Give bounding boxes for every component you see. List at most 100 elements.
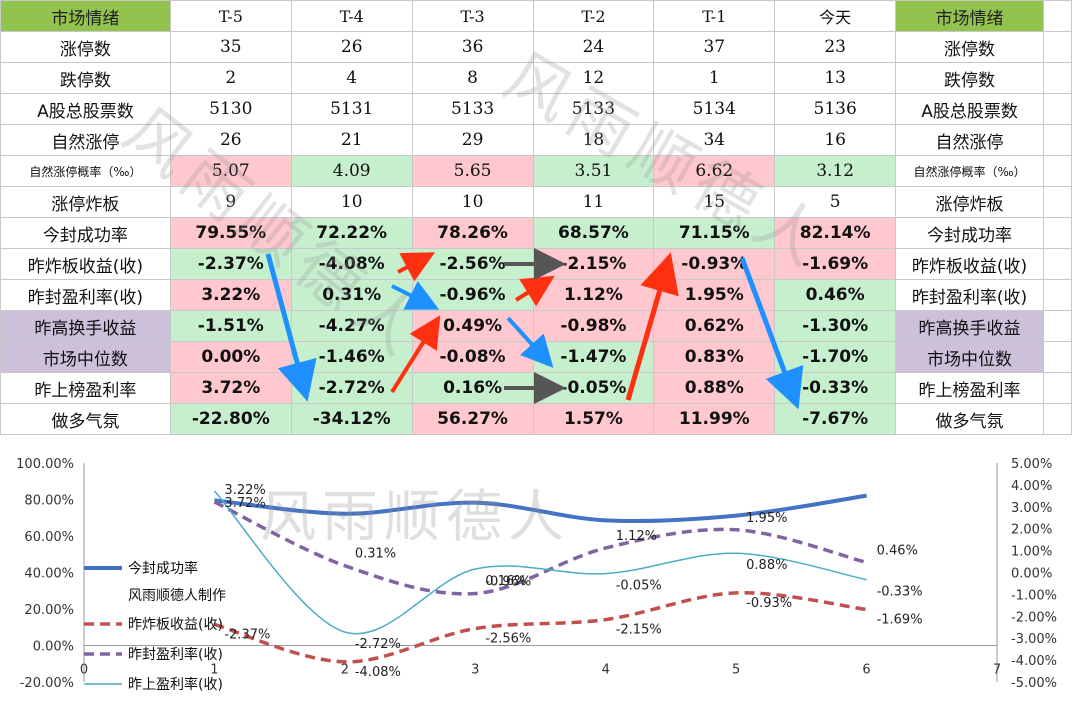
x-tick: 2	[341, 663, 349, 678]
value-cell: 5133	[532, 93, 655, 125]
y-tick-right: 4.00%	[1011, 479, 1052, 494]
data-label: -0.93%	[746, 596, 792, 611]
y-tick-right: 2.00%	[1011, 523, 1052, 538]
value-cell: 1	[653, 62, 776, 94]
y-tick-right: -5.00%	[1011, 676, 1057, 691]
value-cell: -0.05%	[532, 372, 655, 404]
empty-cell	[1042, 93, 1072, 125]
y-tick-left: 20.00%	[24, 603, 74, 618]
y-tick-right: 5.00%	[1011, 457, 1052, 472]
value-cell: 23	[774, 31, 897, 63]
row-label-right: 昨封盈利率(收)	[895, 279, 1044, 311]
empty-cell	[1042, 124, 1072, 156]
empty-cell	[1042, 403, 1072, 435]
row-label-right: 昨高换手收益	[895, 310, 1044, 342]
value-cell: -4.27%	[290, 310, 413, 342]
value-cell: -0.96%	[411, 279, 534, 311]
row-label-right: 做多气氛	[895, 403, 1044, 435]
header-col: T-4	[290, 0, 413, 32]
data-label: 3.22%	[224, 483, 265, 498]
value-cell: -1.46%	[290, 341, 413, 373]
value-cell: 79.55%	[169, 217, 292, 249]
value-cell: 29	[411, 124, 534, 156]
value-cell: 78.26%	[411, 217, 534, 249]
series-line	[213, 591, 867, 664]
value-cell: -0.93%	[653, 248, 776, 280]
value-cell: -1.51%	[169, 310, 292, 342]
row-label-right: 涨停炸板	[895, 186, 1044, 218]
value-cell: 37	[653, 31, 776, 63]
table-row: 昨高换手收益 -1.51% -4.27% 0.49% -0.98% 0.62% -1.30%…	[0, 310, 1072, 342]
value-cell: 12	[532, 62, 655, 94]
legend-label: 昨炸板收益(收)	[128, 617, 223, 633]
y-tick-right: 1.00%	[1011, 545, 1052, 560]
table-row: 自然涨停 26 21 29 18 34 16 自然涨停	[0, 124, 1072, 156]
value-cell: 0.16%	[411, 372, 534, 404]
value-cell: -1.47%	[532, 341, 655, 373]
header-col: T-5	[169, 0, 292, 32]
row-label-right: A股总股票数	[895, 93, 1044, 125]
y-tick-left: 60.00%	[24, 530, 74, 545]
table-row: 涨停数 35 26 36 24 37 23 涨停数	[0, 31, 1072, 63]
x-tick: 5	[732, 663, 740, 678]
value-cell: 26	[290, 31, 413, 63]
value-cell: 11	[532, 186, 655, 218]
legend-label: 今封成功率	[128, 560, 198, 577]
legend-note: 风雨顺德人制作	[128, 588, 226, 604]
value-cell: 0.62%	[653, 310, 776, 342]
value-cell: -22.80%	[169, 403, 292, 435]
data-label: -4.08%	[355, 665, 401, 680]
y-tick-right: 3.00%	[1011, 501, 1052, 516]
watermark: 风雨顺德人	[260, 485, 570, 550]
row-label-right: 自然涨停概率（‰）	[895, 155, 1044, 187]
series-line	[214, 493, 867, 524]
value-cell: 3.22%	[169, 279, 292, 311]
value-cell: 5.65	[411, 155, 534, 187]
y-tick-right: -2.00%	[1011, 610, 1057, 625]
data-label: -2.56%	[485, 632, 531, 647]
value-cell: 5	[774, 186, 897, 218]
value-cell: 13	[774, 62, 897, 94]
row-label-right: 跌停数	[895, 62, 1044, 94]
value-cell: -2.15%	[532, 248, 655, 280]
y-tick-left: 40.00%	[24, 567, 74, 582]
y-tick-left: 0.00%	[33, 640, 74, 655]
value-cell: 82.14%	[774, 217, 897, 249]
header-label-right: 市场情绪	[895, 0, 1044, 32]
value-cell: 34	[653, 124, 776, 156]
value-cell: 11.99%	[653, 403, 776, 435]
value-cell: 68.57%	[532, 217, 655, 249]
header-col: T-3	[411, 0, 534, 32]
y-tick-right: -1.00%	[1011, 588, 1057, 603]
value-cell: 0.00%	[169, 341, 292, 373]
row-label: 昨高换手收益	[0, 310, 171, 342]
value-cell: 0.49%	[411, 310, 534, 342]
data-label: 1.12%	[616, 529, 657, 544]
x-tick: 4	[602, 663, 610, 678]
row-label-right: 昨炸板收益(收)	[895, 248, 1044, 280]
value-cell: 26	[169, 124, 292, 156]
table-row: 市场中位数 0.00% -1.46% -0.08% -1.47% 0.83% -1.70% 市…	[0, 341, 1072, 373]
table-row: 做多气氛 -22.80% -34.12% 56.27% 1.57% 11.99% -7.67…	[0, 403, 1072, 435]
value-cell: 5131	[290, 93, 413, 125]
empty-cell	[1042, 62, 1072, 94]
data-label: -0.33%	[877, 585, 923, 600]
table-row: 涨停炸板 9 10 10 11 15 5 涨停炸板	[0, 186, 1072, 218]
value-cell: 72.22%	[290, 217, 413, 249]
table-row: 昨炸板收益(收) -2.37% -4.08% -2.56% -2.15% -0.93% -1…	[0, 248, 1072, 280]
value-cell: 3.72%	[169, 372, 292, 404]
sentiment-line-chart: 100.00%80.00%60.00%40.00%20.00%0.00%-20.…	[16, 457, 1057, 693]
empty-cell	[1042, 31, 1072, 63]
data-label: -2.15%	[616, 623, 662, 638]
table-row: 昨上榜盈利率 3.72% -2.72% 0.16% -0.05% 0.88% -0.33% 昨…	[0, 372, 1072, 404]
y-tick-right: 0.00%	[1011, 567, 1052, 582]
value-cell: 5133	[411, 93, 534, 125]
legend-label: 昨封盈利率(收)	[128, 646, 223, 663]
value-cell: 24	[532, 31, 655, 63]
header-col: T-1	[653, 0, 776, 32]
empty-cell	[1042, 372, 1072, 404]
value-cell: 1.57%	[532, 403, 655, 435]
empty-cell	[1042, 279, 1072, 311]
value-cell: 3.51	[532, 155, 655, 187]
value-cell: 5134	[653, 93, 776, 125]
